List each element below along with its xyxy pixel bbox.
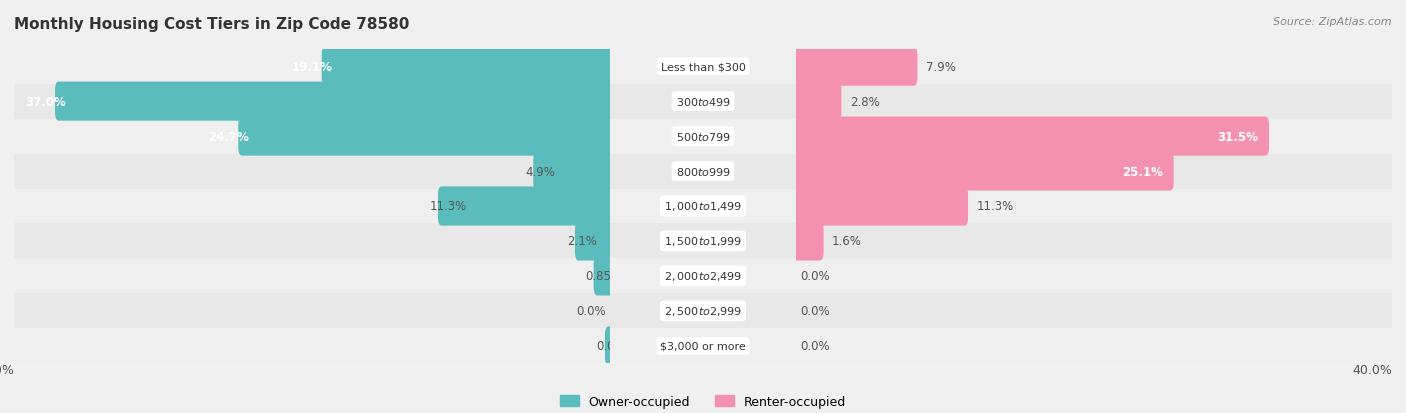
Text: 31.5%: 31.5% — [1218, 130, 1258, 143]
Text: $300 to $499: $300 to $499 — [675, 96, 731, 108]
Bar — [610, 259, 796, 294]
Text: Monthly Housing Cost Tiers in Zip Code 78580: Monthly Housing Cost Tiers in Zip Code 7… — [14, 17, 409, 31]
Bar — [610, 50, 796, 84]
Text: 25.1%: 25.1% — [1122, 165, 1163, 178]
Bar — [610, 224, 796, 259]
FancyBboxPatch shape — [55, 82, 613, 121]
Text: 37.0%: 37.0% — [25, 95, 66, 108]
Bar — [796, 84, 1392, 119]
Bar — [796, 329, 1392, 363]
Bar — [610, 294, 796, 329]
Text: 19.1%: 19.1% — [292, 61, 333, 74]
FancyBboxPatch shape — [793, 117, 1270, 156]
FancyBboxPatch shape — [593, 257, 613, 296]
Bar — [14, 259, 610, 294]
Text: $1,000 to $1,499: $1,000 to $1,499 — [664, 200, 742, 213]
Text: 11.3%: 11.3% — [430, 200, 467, 213]
Text: 0.0%: 0.0% — [800, 339, 830, 352]
Text: $2,000 to $2,499: $2,000 to $2,499 — [664, 270, 742, 283]
Text: $800 to $999: $800 to $999 — [675, 166, 731, 178]
Text: 0.85%: 0.85% — [585, 270, 623, 283]
Bar — [14, 189, 610, 224]
Bar — [796, 189, 1392, 224]
Text: 40.0%: 40.0% — [0, 363, 14, 376]
Bar — [14, 84, 610, 119]
FancyBboxPatch shape — [322, 47, 613, 87]
FancyBboxPatch shape — [605, 326, 613, 366]
Bar — [796, 259, 1392, 294]
Bar — [14, 154, 610, 189]
Legend: Owner-occupied, Renter-occupied: Owner-occupied, Renter-occupied — [560, 395, 846, 408]
Text: 2.8%: 2.8% — [849, 95, 879, 108]
Bar — [14, 50, 610, 84]
FancyBboxPatch shape — [793, 82, 841, 121]
Text: Less than $300: Less than $300 — [661, 62, 745, 72]
Bar — [14, 224, 610, 259]
Text: 2.1%: 2.1% — [567, 235, 596, 248]
Text: $2,500 to $2,999: $2,500 to $2,999 — [664, 305, 742, 318]
Text: 40.0%: 40.0% — [1353, 363, 1392, 376]
Text: $500 to $799: $500 to $799 — [675, 131, 731, 143]
FancyBboxPatch shape — [793, 47, 918, 87]
Bar — [796, 294, 1392, 329]
Bar — [796, 50, 1392, 84]
Bar — [796, 119, 1392, 154]
FancyBboxPatch shape — [793, 187, 969, 226]
Text: 0.0%: 0.0% — [800, 305, 830, 318]
Text: 7.9%: 7.9% — [925, 61, 956, 74]
FancyBboxPatch shape — [533, 152, 613, 191]
Text: $1,500 to $1,999: $1,500 to $1,999 — [664, 235, 742, 248]
Text: 11.3%: 11.3% — [976, 200, 1014, 213]
FancyBboxPatch shape — [793, 152, 1174, 191]
Text: 1.6%: 1.6% — [832, 235, 862, 248]
Bar — [610, 329, 796, 363]
FancyBboxPatch shape — [437, 187, 613, 226]
Bar — [610, 189, 796, 224]
Bar — [610, 119, 796, 154]
FancyBboxPatch shape — [575, 222, 613, 261]
Text: 24.7%: 24.7% — [208, 130, 249, 143]
Bar — [796, 224, 1392, 259]
Text: Source: ZipAtlas.com: Source: ZipAtlas.com — [1274, 17, 1392, 26]
Text: 0.0%: 0.0% — [800, 270, 830, 283]
Text: $3,000 or more: $3,000 or more — [661, 341, 745, 351]
Text: 0.09%: 0.09% — [596, 339, 634, 352]
Bar — [14, 329, 610, 363]
Bar — [14, 119, 610, 154]
Text: 4.9%: 4.9% — [524, 165, 555, 178]
Text: 0.0%: 0.0% — [576, 305, 606, 318]
FancyBboxPatch shape — [238, 117, 613, 156]
Bar — [796, 154, 1392, 189]
Bar — [610, 84, 796, 119]
FancyBboxPatch shape — [793, 222, 824, 261]
Bar — [14, 294, 610, 329]
Bar — [610, 154, 796, 189]
